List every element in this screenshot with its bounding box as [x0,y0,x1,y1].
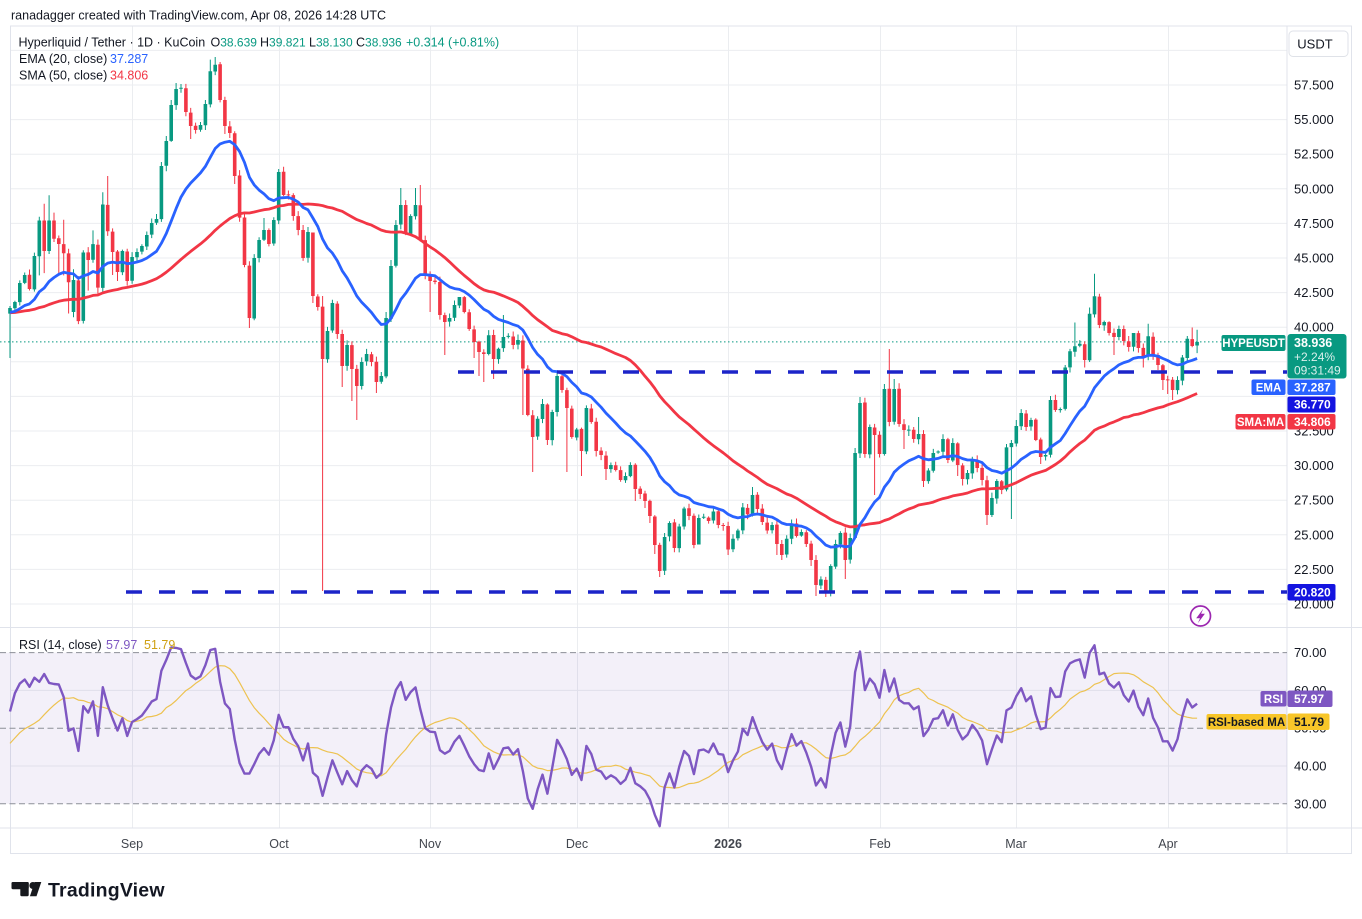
svg-text:USDT: USDT [1297,37,1332,52]
svg-text:45.000: 45.000 [1294,251,1334,266]
svg-text:52.500: 52.500 [1294,147,1334,162]
svg-text:RSI: RSI [1264,694,1283,706]
svg-text:Apr: Apr [1158,837,1177,851]
svg-text:SMA (50, close)34.806: SMA (50, close) 34.806 [19,69,148,83]
svg-text:70.00: 70.00 [1294,645,1327,660]
svg-text:2026: 2026 [714,837,742,851]
svg-text:+2.24%: +2.24% [1294,350,1335,364]
svg-text:37.287: 37.287 [1294,380,1331,394]
svg-text:SMA:MA: SMA:MA [1237,417,1284,429]
svg-text:TradingView: TradingView [48,880,165,902]
svg-text:57.97: 57.97 [1294,692,1324,706]
svg-text:Sep: Sep [121,837,143,851]
svg-text:09:31:49: 09:31:49 [1294,364,1341,378]
svg-text:EMA (20, close)37.287: EMA (20, close) 37.287 [19,52,148,66]
svg-text:30.000: 30.000 [1294,458,1334,473]
svg-text:40.00: 40.00 [1294,759,1327,774]
svg-text:30.00: 30.00 [1294,796,1327,811]
svg-text:Feb: Feb [869,837,891,851]
svg-text:22.500: 22.500 [1294,562,1334,577]
svg-text:34.806: 34.806 [1294,415,1331,429]
svg-text:HYPEUSDT: HYPEUSDT [1222,338,1285,350]
svg-text:RSI-based MA: RSI-based MA [1208,717,1285,729]
svg-text:Mar: Mar [1005,837,1027,851]
svg-text:EMA: EMA [1256,382,1282,394]
svg-text:Dec: Dec [566,837,588,851]
svg-text:47.500: 47.500 [1294,216,1334,231]
svg-text:Nov: Nov [419,837,442,851]
svg-text:50.000: 50.000 [1294,181,1334,196]
svg-text:ranadagger created with Tradin: ranadagger created with TradingView.com,… [11,9,386,23]
svg-text:20.820: 20.820 [1294,586,1331,600]
svg-text:38.936: 38.936 [1294,336,1332,350]
svg-text:55.000: 55.000 [1294,112,1334,127]
svg-text:Oct: Oct [269,837,289,851]
svg-text:27.500: 27.500 [1294,493,1334,508]
svg-text:25.000: 25.000 [1294,527,1334,542]
svg-text:36.770: 36.770 [1294,398,1331,412]
svg-text:42.500: 42.500 [1294,285,1334,300]
svg-text:57.500: 57.500 [1294,78,1334,93]
svg-text:51.79: 51.79 [1294,715,1324,729]
svg-text:40.000: 40.000 [1294,320,1334,335]
